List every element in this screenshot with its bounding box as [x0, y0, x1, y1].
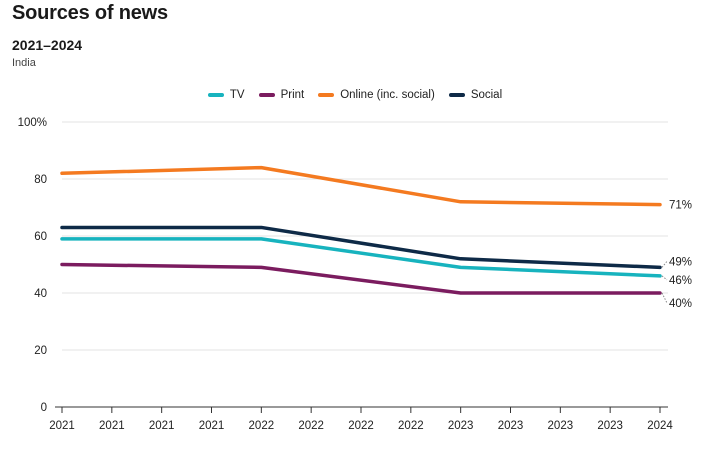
chart-legend: TV Print Online (inc. social) Social: [0, 89, 710, 101]
chart-region: India: [12, 57, 36, 69]
x-tick-label: 2021: [149, 420, 175, 432]
end-label: 49%: [669, 256, 692, 268]
chart-subtitle: 2021–2024: [12, 37, 83, 53]
series-line-tv: [60, 237, 662, 278]
end-label-connector: [661, 275, 668, 281]
legend-label: Social: [470, 89, 503, 101]
series-line-social: [60, 225, 662, 270]
series-line-print: [60, 262, 662, 295]
legend-item: TV: [207, 89, 245, 101]
end-label: 40%: [669, 298, 692, 310]
end-label-connector: [661, 261, 668, 268]
x-tick-label: 2021: [99, 420, 125, 432]
x-tick-label: 2023: [597, 420, 623, 432]
end-label-connector: [661, 292, 668, 304]
legend-swatch: [258, 93, 275, 97]
end-label: 71%: [669, 200, 692, 212]
legend-label: Print: [280, 89, 305, 101]
chart-title: Sources of news: [12, 2, 168, 24]
legend-item: Print: [258, 89, 305, 101]
x-tick-label: 2022: [249, 420, 275, 432]
y-tick-label: 20: [34, 345, 47, 357]
x-tick-label: 2021: [199, 420, 225, 432]
y-tick-label: 0: [41, 402, 47, 414]
x-tick-label: 2022: [398, 420, 424, 432]
legend-label: Online (inc. social): [340, 89, 435, 101]
legend-item: Online (inc. social): [318, 89, 435, 101]
series-line-online-inc-social: [60, 165, 662, 207]
legend-label: TV: [229, 89, 245, 101]
y-tick-label: 80: [34, 174, 47, 186]
y-tick-label: 100%: [18, 117, 47, 129]
x-tick-label: 2023: [448, 420, 474, 432]
end-label: 46%: [669, 275, 692, 287]
legend-swatch: [207, 93, 224, 97]
legend-swatch: [448, 93, 465, 97]
x-tick-label: 2023: [498, 420, 524, 432]
legend-item: Social: [448, 89, 503, 101]
x-tick-label: 2022: [348, 420, 374, 432]
x-tick-label: 2023: [548, 420, 574, 432]
x-tick-label: 2022: [298, 420, 324, 432]
y-tick-label: 60: [34, 231, 47, 243]
x-tick-label: 2024: [647, 420, 673, 432]
y-tick-label: 40: [34, 288, 47, 300]
legend-swatch: [318, 93, 335, 97]
x-tick-label: 2021: [49, 420, 75, 432]
